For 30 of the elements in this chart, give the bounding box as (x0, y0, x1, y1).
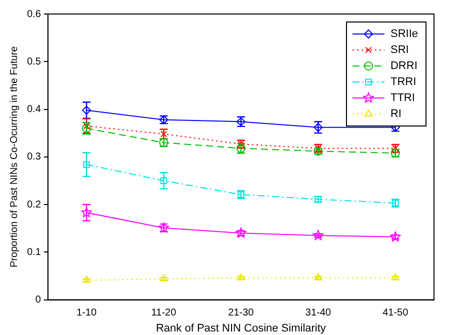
x-tick-label: 41-50 (382, 308, 409, 319)
y-tick-label: 0 (35, 294, 42, 306)
legend-label: DRRI (390, 60, 418, 72)
point (391, 273, 400, 280)
x-axis-title: Rank of Past NIN Cosine Similarity (156, 322, 326, 334)
legend-label: RI (390, 108, 402, 120)
x-tick-label: 31-40 (305, 308, 332, 319)
x-tick-label: 21-30 (228, 308, 254, 319)
point (314, 273, 322, 280)
y-tick-label: 0.3 (26, 152, 42, 163)
point (82, 276, 90, 283)
point (160, 274, 168, 282)
legend-label: SRI (390, 44, 409, 56)
point (159, 138, 168, 148)
x-tick-label: 1-10 (76, 308, 97, 319)
y-tick-label: 0.5 (26, 56, 42, 68)
point (81, 207, 92, 218)
legend-label: SRIIe (390, 28, 418, 40)
point (312, 230, 324, 240)
point (82, 106, 92, 115)
y-tick-label: 0.2 (26, 199, 42, 210)
x-tick-label: 11-20 (151, 308, 177, 319)
y-tick-label: 0.1 (26, 246, 42, 258)
y-tick-label: 0.4 (26, 104, 42, 116)
point (236, 228, 246, 238)
legend-label: TRRI (390, 76, 416, 88)
point (236, 273, 245, 280)
y-tick-label: 0.6 (26, 8, 42, 20)
y-axis-title: Proportion of Past NINs Co-Ocurring in the Future (8, 46, 20, 268)
legend-label: TTRI (390, 92, 415, 104)
